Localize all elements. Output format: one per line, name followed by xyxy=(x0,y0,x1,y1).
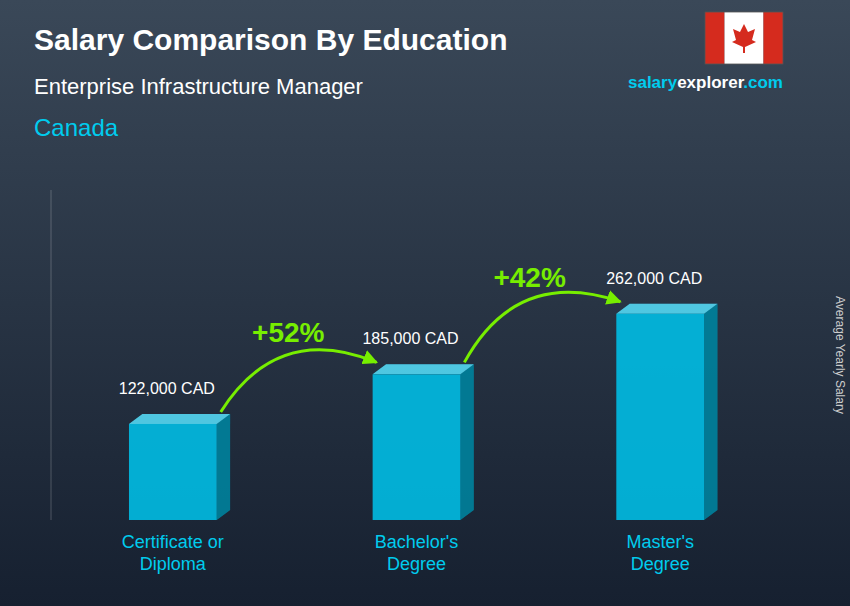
subtitle: Enterprise Infrastructure Manager xyxy=(34,74,363,99)
bar-side xyxy=(217,414,230,520)
bar xyxy=(129,424,217,520)
bar-top xyxy=(616,304,717,314)
bar-side xyxy=(460,364,473,520)
flag-leaf xyxy=(732,24,756,53)
flag-band xyxy=(725,12,764,64)
bar-side-shade xyxy=(460,364,473,520)
bar-3d xyxy=(616,304,717,520)
chart-container: 122,000 CAD 185,000 CAD 262,000 CAD +52% +42… xyxy=(0,0,850,606)
y-axis-line xyxy=(51,190,52,520)
bar-side-shade xyxy=(704,304,717,520)
y-axis-label: Average Yearly Salary xyxy=(833,296,847,414)
bar-top xyxy=(129,414,230,424)
source-part: explorer xyxy=(677,73,744,92)
chart-svg: 122,000 CAD 185,000 CAD 262,000 CAD +52% +42… xyxy=(0,0,850,606)
category-label: Bachelor'sDegree xyxy=(375,532,458,574)
title: Salary Comparison By Education xyxy=(34,23,507,56)
value-label: 262,000 CAD xyxy=(606,270,702,287)
bar-3d xyxy=(373,364,474,520)
flag-band xyxy=(705,12,725,64)
bar-top-shade xyxy=(616,304,717,314)
bar-3d xyxy=(129,414,230,520)
bar xyxy=(616,314,704,520)
category-label: Certificate orDiploma xyxy=(122,532,224,574)
flag-band xyxy=(764,12,784,64)
source-part: .com xyxy=(743,73,783,92)
value-label: 122,000 CAD xyxy=(119,380,215,397)
change-label: +42% xyxy=(493,262,565,293)
category-label: Master'sDegree xyxy=(626,532,693,574)
value-label: 185,000 CAD xyxy=(362,330,458,347)
bar-side xyxy=(704,304,717,520)
change-arrow xyxy=(464,292,620,362)
source-part: salary xyxy=(628,73,678,92)
change-label: +52% xyxy=(252,317,324,348)
bar-top-shade xyxy=(129,414,230,424)
country: Canada xyxy=(34,114,119,141)
bars xyxy=(129,304,717,520)
bar-side-shade xyxy=(217,414,230,520)
bar-top xyxy=(373,364,474,374)
bar xyxy=(373,374,461,520)
change-arrow xyxy=(221,350,377,412)
flag-border xyxy=(705,12,783,64)
source: salaryexplorer.com xyxy=(628,73,783,92)
flag xyxy=(705,12,783,64)
background xyxy=(0,0,850,606)
bar-top-shade xyxy=(373,364,474,374)
